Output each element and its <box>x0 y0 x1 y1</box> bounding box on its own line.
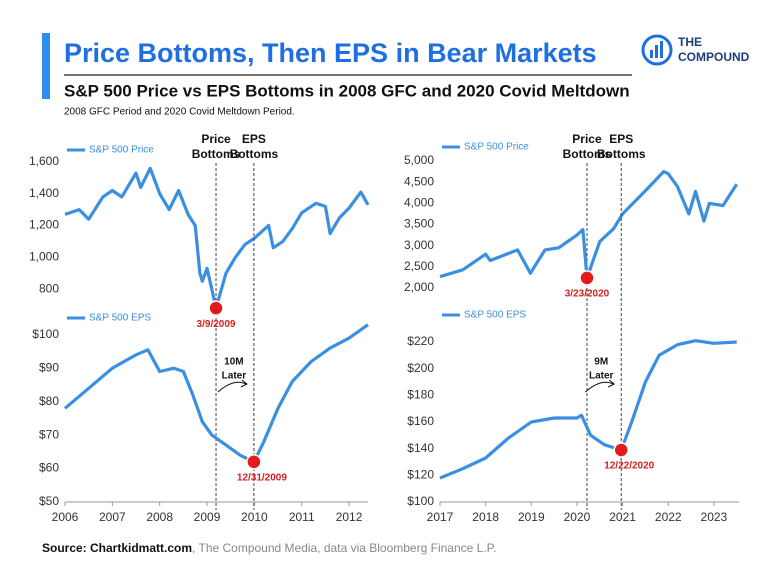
marker-title: Price <box>572 132 602 146</box>
marker-title: Bottoms <box>192 147 241 161</box>
series-line <box>439 339 737 480</box>
lag-note: 10M <box>224 357 243 368</box>
y-tick-label: 3,000 <box>404 238 434 252</box>
y-tick-label: $50 <box>39 494 59 508</box>
bottom-point <box>579 270 595 286</box>
marker-title: EPS <box>609 132 633 146</box>
lag-arrow <box>217 381 247 393</box>
x-tick-label: 2007 <box>99 510 126 524</box>
y-tick-label: 2,000 <box>404 280 434 294</box>
title: Price Bottoms, Then EPS in Bear Markets <box>64 38 597 68</box>
x-tick-label: 2009 <box>194 510 221 524</box>
bottom-date: 12/31/2009 <box>237 472 287 483</box>
y-tick-label: 2,500 <box>404 259 434 273</box>
x-tick-label: 2010 <box>241 510 268 524</box>
bottom-date: 3/9/2009 <box>197 319 236 330</box>
x-tick-label: 2018 <box>472 510 499 524</box>
lag-note: 9M <box>594 357 608 368</box>
legend-label: S&P 500 Price <box>464 142 529 153</box>
marker-title: Price <box>201 132 231 146</box>
y-tick-label: $200 <box>407 361 434 375</box>
legend-label: S&P 500 Price <box>89 145 154 156</box>
x-tick-label: 2008 <box>146 510 173 524</box>
logo-bar <box>660 41 663 58</box>
y-tick-label: $60 <box>39 461 59 475</box>
x-tick-label: 2006 <box>52 510 79 524</box>
x-tick-label: 2021 <box>609 510 636 524</box>
y-tick-label: 1,200 <box>29 218 59 232</box>
lag-arrowhead <box>240 379 248 388</box>
bottom-point <box>208 300 224 316</box>
bottom-date: 12/22/2020 <box>604 461 654 472</box>
y-tick-label: $100 <box>407 494 434 508</box>
y-tick-label: 1,000 <box>29 249 59 263</box>
bottom-point <box>613 442 629 458</box>
bottom-date: 3/23/2020 <box>565 289 610 300</box>
logo-text: COMPOUND <box>678 50 750 64</box>
y-tick-label: $90 <box>39 360 59 374</box>
legend-label: S&P 500 EPS <box>89 313 151 324</box>
y-tick-label: 1,400 <box>29 186 59 200</box>
logo-text: THE <box>678 35 702 49</box>
source: Source: Chartkidmatt.com, The Compound M… <box>42 541 496 555</box>
y-tick-label: $180 <box>407 388 434 402</box>
accent-bar <box>42 33 50 99</box>
y-tick-label: 1,600 <box>29 154 59 168</box>
x-tick-label: 2020 <box>564 510 591 524</box>
x-tick-label: 2011 <box>289 510 315 524</box>
x-tick-label: 2017 <box>427 510 454 524</box>
x-tick-label: 2022 <box>655 510 682 524</box>
y-tick-label: 3,500 <box>404 217 434 231</box>
y-tick-label: 4,500 <box>404 174 434 188</box>
y-tick-label: 5,000 <box>404 153 434 167</box>
bottom-point <box>246 454 262 470</box>
x-tick-label: 2012 <box>336 510 363 524</box>
x-tick-label: 2023 <box>701 510 728 524</box>
subtitle-note: 2008 GFC Period and 2020 Covid Meltdown … <box>64 107 295 118</box>
subtitle: S&P 500 Price vs EPS Bottoms in 2008 GFC… <box>64 81 630 100</box>
x-tick-label: 2019 <box>518 510 545 524</box>
marker-title: Bottoms <box>597 147 646 161</box>
lag-note: Later <box>589 371 614 382</box>
series-line <box>64 166 370 310</box>
series-line <box>439 170 739 280</box>
marker-title: Bottoms <box>230 147 279 161</box>
y-tick-label: $70 <box>39 427 59 441</box>
y-tick-label: $140 <box>407 441 434 455</box>
lag-note: Later <box>222 371 247 382</box>
series-line <box>63 323 369 464</box>
y-tick-label: $80 <box>39 394 59 408</box>
logo-ring <box>641 34 673 66</box>
y-tick-label: 4,000 <box>404 196 434 210</box>
y-tick-label: $120 <box>407 468 434 482</box>
y-tick-label: $220 <box>407 334 434 348</box>
logo-bar <box>655 45 658 58</box>
marker-title: Bottoms <box>563 147 612 161</box>
logo-bar <box>650 50 653 58</box>
lag-arrowhead <box>608 379 616 388</box>
y-tick-label: 800 <box>39 281 59 295</box>
lag-arrow <box>584 381 614 393</box>
y-tick-label: $160 <box>407 414 434 428</box>
source-bold: Source: Chartkidmatt.com <box>42 541 192 555</box>
y-tick-label: $100 <box>32 327 59 341</box>
source-rest: , The Compound Media, data via Bloomberg… <box>192 541 496 555</box>
logo: THE COMPOUND <box>641 34 750 66</box>
legend-label: S&P 500 EPS <box>464 310 526 321</box>
marker-title: EPS <box>242 132 266 146</box>
